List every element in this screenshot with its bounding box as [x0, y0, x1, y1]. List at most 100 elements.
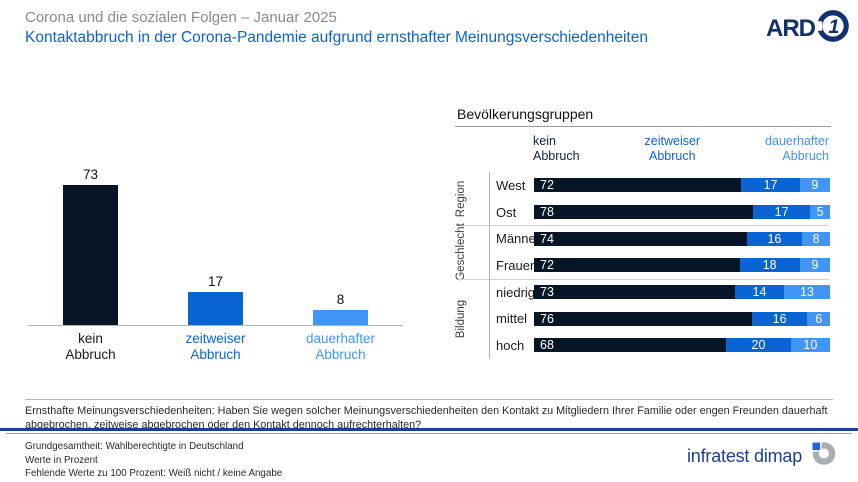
ard-one-circle-icon: 1 — [816, 9, 850, 48]
bar-segment-zeitweiser-abbruch: 17 — [752, 205, 811, 220]
table-row: West 72 17 9 — [490, 172, 830, 199]
vertical-bar-chart: 73 17 8 — [28, 160, 403, 325]
group-label-cell: Bildung — [445, 278, 490, 359]
segment-value: 9 — [811, 178, 819, 193]
table-title-underline — [455, 126, 831, 127]
bar-category-label: kein Abbruch — [65, 331, 116, 362]
bar — [188, 292, 243, 325]
bar-category-label: zeitweiser Abbruch — [185, 331, 246, 362]
table-legend: kein Abbruch zeitweiser Abbruch dauerhaf… — [533, 134, 829, 165]
source-line: Werte in Prozent — [25, 454, 98, 466]
bar-segment-dauerhafter-abbruch: 13 — [783, 285, 831, 300]
segment-value: 5 — [816, 205, 824, 220]
legend-zeitweiser-abbruch: zeitweiser Abbruch — [644, 134, 701, 164]
bar-segment-zeitweiser-abbruch: 18 — [739, 258, 800, 273]
row-label: West — [496, 177, 526, 193]
bar-segment-zeitweiser-abbruch: 17 — [741, 178, 800, 193]
bar-segment-zeitweiser-abbruch: 16 — [746, 231, 803, 246]
row-label: Männer — [496, 231, 541, 247]
group-label: Region — [455, 180, 467, 217]
question-divider-line — [25, 399, 833, 400]
source-notes: Grundgesamtheit: Wahlberechtigte in Deut… — [25, 440, 282, 481]
segment-value: 10 — [803, 338, 818, 353]
table-row: Ost 78 17 5 — [490, 199, 830, 226]
legend-kein-abbruch: kein Abbruch — [533, 134, 580, 164]
segment-value: 6 — [815, 311, 823, 326]
group-label-cell: Region — [445, 172, 490, 226]
segment-value: 16 — [767, 231, 782, 246]
infratest-dimap-icon — [811, 441, 836, 471]
row-label: mittel — [496, 311, 528, 327]
bar-segment-dauerhafter-abbruch: 10 — [790, 338, 830, 353]
bar-column: 73 — [32, 167, 150, 325]
x-axis-line — [28, 325, 403, 326]
bar-segment-kein-abbruch: 72 — [534, 178, 742, 193]
stacked-bar: 68 20 10 — [534, 338, 830, 353]
group-label: Geschlecht — [455, 223, 467, 281]
infratest-dimap-logo: infratest dimap — [687, 441, 836, 471]
bar-segment-dauerhafter-abbruch: 5 — [810, 205, 830, 220]
bar-segment-dauerhafter-abbruch: 8 — [802, 231, 830, 246]
segment-value: 72 — [540, 258, 554, 273]
ard-logo: ARD 1 — [766, 9, 850, 48]
table-row: Frauen 72 18 9 — [490, 252, 830, 279]
infratest-dimap-text: infratest dimap — [687, 445, 803, 466]
bar-segment-dauerhafter-abbruch: 9 — [799, 178, 830, 193]
page-title: Kontaktabbruch in der Corona-Pandemie au… — [25, 29, 648, 46]
ard-logo-text: ARD — [766, 14, 816, 42]
table-row: niedrig 73 14 13 — [490, 279, 831, 306]
bar-segment-zeitweiser-abbruch: 16 — [751, 311, 808, 326]
table-title: Bevölkerungsgruppen — [457, 106, 594, 122]
bar-segment-kein-abbruch: 74 — [534, 231, 747, 246]
segment-value: 17 — [763, 178, 778, 193]
bar — [63, 185, 118, 325]
table-group-geschlecht: Geschlecht Männer 74 16 8 Frauen 72 18 9 — [445, 223, 830, 281]
bar-segment-kein-abbruch: 78 — [534, 205, 753, 220]
bar — [313, 310, 368, 325]
table-row: Männer 74 16 8 — [490, 225, 830, 252]
segment-value: 20 — [751, 338, 766, 353]
demographics-table: Region West 72 17 9 Ost 78 17 5 Geschlecht Männer 7… — [445, 172, 831, 359]
segment-value: 73 — [540, 285, 554, 300]
segment-value: 78 — [540, 205, 554, 220]
bar-value-label: 8 — [336, 292, 345, 307]
group-label: Bildung — [455, 299, 467, 338]
table-row: hoch 68 20 10 — [490, 332, 830, 359]
source-line: Grundgesamtheit: Wahlberechtigte in Deut… — [25, 441, 244, 452]
svg-text:1: 1 — [828, 16, 839, 38]
segment-value: 13 — [799, 285, 814, 300]
segment-value: 9 — [811, 258, 819, 273]
bar-segment-kein-abbruch: 72 — [534, 258, 740, 273]
footer-navy-rule — [0, 428, 858, 431]
bar-segment-kein-abbruch: 73 — [534, 285, 736, 300]
legend-dauerhafter-abbruch: dauerhafter Abbruch — [765, 134, 829, 164]
supertitle: Corona und die sozialen Folgen – Januar … — [25, 9, 337, 26]
segment-value: 16 — [772, 311, 787, 326]
stacked-bar: 78 17 5 — [534, 205, 830, 220]
stacked-bar: 72 17 9 — [534, 178, 830, 193]
group-separator-line — [458, 225, 829, 227]
segment-value: 14 — [752, 285, 767, 300]
bar-column: 8 — [282, 292, 400, 325]
table-group-region: Region West 72 17 9 Ost 78 17 5 — [445, 172, 830, 226]
bar-segment-zeitweiser-abbruch: 14 — [735, 285, 784, 300]
segment-value: 74 — [540, 231, 554, 246]
footer-gray-rule — [6, 433, 852, 434]
bar-value-label: 73 — [82, 167, 99, 182]
bar-category-label: dauerhafter Abbruch — [305, 331, 376, 362]
bar-segment-zeitweiser-abbruch: 20 — [726, 338, 791, 353]
segment-value: 8 — [812, 231, 820, 246]
group-label-cell: Geschlecht — [445, 223, 490, 281]
group-separator-line — [458, 278, 829, 280]
stacked-bar: 76 16 6 — [534, 311, 830, 326]
segment-value: 18 — [762, 258, 777, 273]
bar-segment-dauerhafter-abbruch: 9 — [799, 258, 830, 273]
stacked-bar: 72 18 9 — [534, 258, 830, 273]
segment-value: 68 — [540, 338, 554, 353]
x-axis-labels: kein Abbruch zeitweiser Abbruch dauerhafte… — [28, 331, 403, 363]
bar-segment-dauerhafter-abbruch: 6 — [807, 311, 830, 326]
bar-segment-kein-abbruch: 76 — [534, 311, 752, 326]
bar-segment-kein-abbruch: 68 — [534, 338, 727, 353]
stacked-bar: 74 16 8 — [534, 231, 830, 246]
table-group-bildung: Bildung niedrig 73 14 13 mittel 76 16 6 hoch 68 20 1… — [445, 278, 831, 359]
